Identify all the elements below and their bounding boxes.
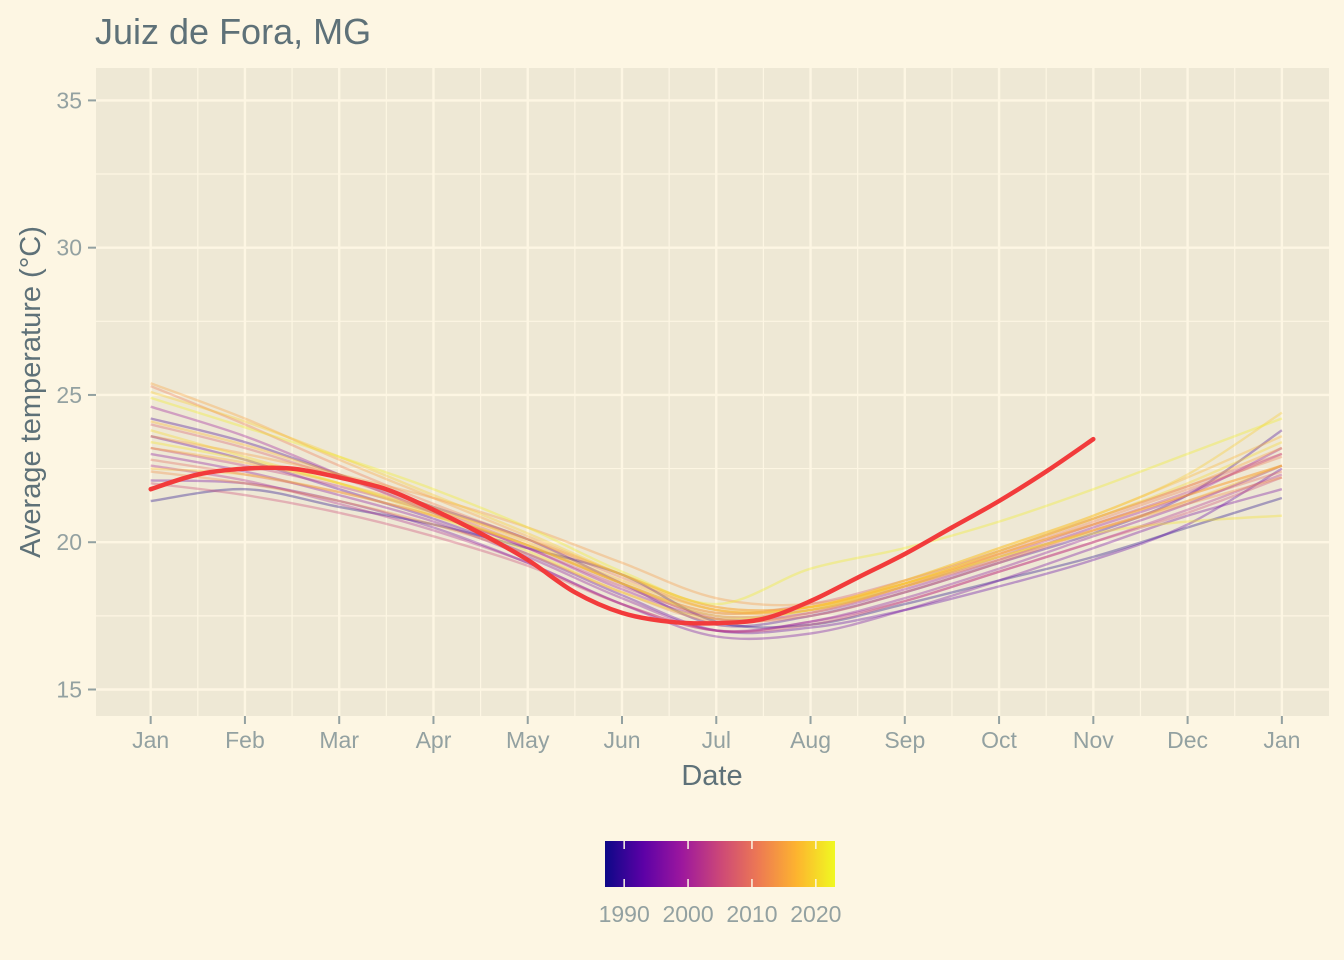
x-tick-label: Aug: [790, 727, 831, 753]
historical-series-line: [150, 458, 1283, 623]
current-series-group: [148, 436, 1096, 626]
historical-series-line: [150, 384, 1283, 615]
historical-series-group: [150, 382, 1283, 641]
y-tick-label: 15: [56, 676, 82, 702]
colorbar-label: 2020: [790, 901, 841, 927]
x-tick-label: Dec: [1167, 727, 1208, 753]
y-tick-label: 30: [56, 235, 82, 261]
historical-series-line: [150, 476, 1283, 633]
x-tick-label: Jul: [702, 727, 731, 753]
historical-series-line: [150, 382, 1283, 612]
historical-series-line: [150, 446, 1283, 612]
chart-title: Juiz de Fora, MG: [95, 11, 371, 52]
historical-series-line: [150, 429, 1283, 621]
current-series-line: [148, 436, 1096, 626]
y-axis-title: Average temperature (°C): [15, 226, 47, 558]
historical-series-line: [150, 464, 1283, 633]
axes-group: Jan Feb Mar Apr May Jun Jul Aug Sep Oct Nov Dec Jan 1…: [56, 87, 1300, 753]
minor-gridlines: [96, 68, 1329, 716]
colorbar-label: 2010: [726, 901, 777, 927]
x-axis-title: Date: [681, 760, 742, 792]
historical-series-line: [150, 435, 1283, 607]
colorbar-label: 1990: [599, 901, 650, 927]
plot-panel: [96, 68, 1329, 716]
x-tick-label: Feb: [225, 727, 265, 753]
x-tick-label: Jan: [132, 727, 169, 753]
x-tick-label: Jun: [603, 727, 640, 753]
y-tick-label: 35: [56, 87, 82, 113]
historical-series-line: [150, 420, 1283, 614]
historical-series-line: [150, 446, 1283, 619]
colorbar-ticks: 1990 2000 2010 2020: [599, 841, 841, 927]
historical-series-line: [150, 464, 1283, 616]
x-tick-label: Nov: [1073, 727, 1114, 753]
historical-series-line: [150, 452, 1283, 633]
historical-series-line: [150, 396, 1283, 606]
historical-series-line: [150, 440, 1282, 619]
historical-series-line: [150, 435, 1283, 635]
colorbar: [605, 841, 835, 887]
y-tick-label: 25: [56, 382, 82, 408]
x-tick-label: Mar: [319, 727, 359, 753]
historical-series-line: [150, 479, 1283, 641]
x-tick-label: Oct: [981, 727, 1017, 753]
x-tick-label: Jan: [1263, 727, 1300, 753]
major-gridlines: [96, 68, 1329, 716]
x-tick-label: Apr: [416, 727, 452, 753]
historical-series-line: [150, 405, 1283, 622]
x-tick-label: May: [506, 727, 550, 753]
historical-series-line: [150, 390, 1283, 614]
colorbar-label: 2000: [662, 901, 713, 927]
y-tick-label: 20: [56, 529, 82, 555]
x-tick-label: Sep: [884, 727, 925, 753]
